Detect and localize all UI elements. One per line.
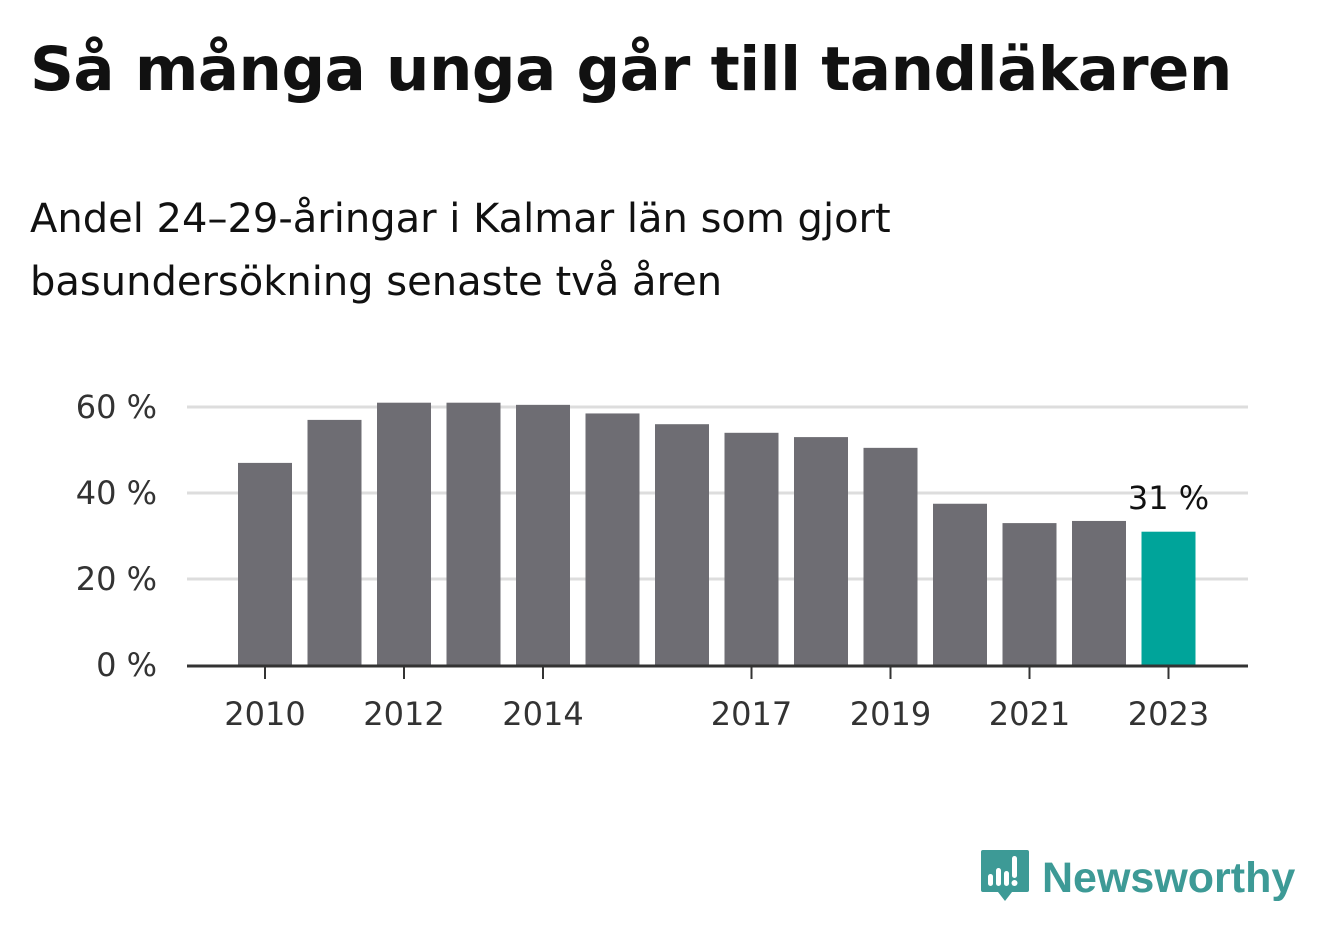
y-tick-label: 40 %	[76, 474, 157, 512]
x-tick-label: 2012	[363, 695, 444, 733]
bar	[724, 432, 779, 665]
bar-chart: 0 % 20 % 40 % 60 % 31 % 2010 2012 2014 2017 2019 2…	[76, 388, 1248, 733]
x-tick-label: 2017	[711, 695, 792, 733]
y-tick-label: 60 %	[76, 388, 157, 426]
chart-subtitle: Andel 24–29-åringar i Kalmar län som gjo…	[30, 196, 891, 305]
bar	[863, 447, 918, 665]
bar	[446, 402, 501, 665]
bar	[1002, 523, 1057, 665]
brand-name: Newsworthy	[1042, 853, 1296, 902]
x-tick-label: 2023	[1128, 695, 1209, 733]
bar	[585, 413, 640, 665]
x-tick-label: 2019	[850, 695, 931, 733]
bar	[655, 424, 709, 665]
x-tick-label: 2021	[989, 695, 1070, 733]
data-label: 31 %	[1128, 479, 1209, 517]
bar	[238, 462, 292, 665]
bar	[307, 419, 362, 665]
y-tick-label: 0 %	[96, 646, 157, 684]
bar	[516, 404, 570, 665]
newsworthy-logo: Newsworthy	[980, 848, 1295, 908]
bar	[1072, 520, 1126, 665]
newsworthy-chart-bubble-icon	[981, 850, 1029, 901]
bar-highlight	[1141, 531, 1196, 665]
bar	[933, 503, 987, 665]
y-tick-label: 20 %	[76, 560, 157, 598]
chart-title: Så många unga går till tandläkaren	[30, 34, 1232, 105]
x-tick-label: 2010	[224, 695, 305, 733]
bar	[377, 402, 431, 665]
x-tick-label: 2014	[502, 695, 583, 733]
bar	[794, 437, 848, 665]
